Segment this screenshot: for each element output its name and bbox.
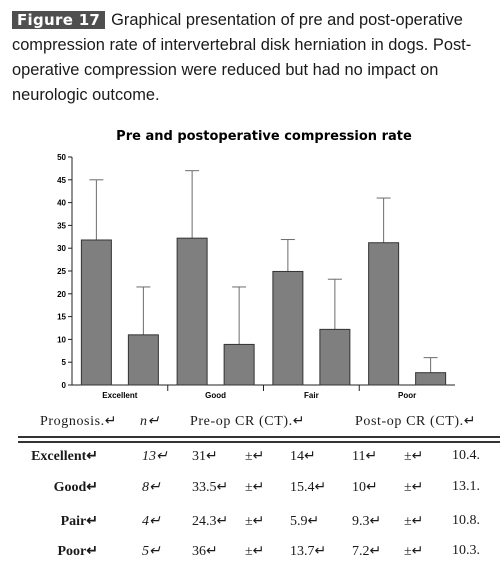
cell-n: 13↵ xyxy=(142,449,168,464)
y-tick-label: 25 xyxy=(57,267,66,276)
bar xyxy=(80,239,112,386)
cell-pm1: ±↵ xyxy=(245,480,265,495)
table-row: Excellent↵ 13↵ 31↵ ±↵ 14↵ 11↵ ±↵ 10.4. xyxy=(0,448,500,472)
cell-pm2: ±↵ xyxy=(404,449,424,464)
cell-pre-mean: 33.5↵ xyxy=(192,480,229,495)
table-row: Good↵ 8↵ 33.5↵ ±↵ 15.4↵ 10↵ ±↵ 13.1. xyxy=(0,479,500,503)
cell-prognosis: Pair↵ xyxy=(60,514,98,529)
cell-post-sd: 10.3. xyxy=(452,543,480,558)
table-row: Poor↵ 5↵ 36↵ ±↵ 13.7↵ 7.2↵ ±↵ 10.3. xyxy=(0,543,500,567)
cell-pre-mean: 24.3↵ xyxy=(192,514,229,529)
bar xyxy=(176,237,208,386)
cell-post-sd: 10.4. xyxy=(452,448,480,463)
y-tick-label: 0 xyxy=(62,381,67,390)
cell-pre-sd: 5.9↵ xyxy=(290,514,320,529)
cell-pm1: ±↵ xyxy=(245,449,265,464)
y-tick-label: 40 xyxy=(57,199,66,208)
cell-pm1: ±↵ xyxy=(245,514,265,529)
cell-post-mean: 9.3↵ xyxy=(352,514,382,529)
cell-n: 8↵ xyxy=(142,480,161,495)
y-tick-label: 15 xyxy=(57,313,66,322)
cell-pre-sd: 13.7↵ xyxy=(290,544,327,559)
y-tick-label: 45 xyxy=(57,176,66,185)
cell-n: 4↵ xyxy=(142,514,161,529)
bar xyxy=(223,343,255,386)
bar xyxy=(368,242,400,386)
cell-n: 5↵ xyxy=(142,544,161,559)
x-category-label: Good xyxy=(205,391,226,400)
x-category-label: Fair xyxy=(304,391,319,400)
cell-pre-mean: 31↵ xyxy=(192,449,218,464)
cell-pre-sd: 14↵ xyxy=(290,449,316,464)
figure-caption: Figure 17 Graphical presentation of pre a… xyxy=(12,8,492,108)
header-n: n↵ xyxy=(140,414,160,429)
cell-pm2: ±↵ xyxy=(404,544,424,559)
chart-title: Pre and postoperative compression rate xyxy=(116,129,412,144)
x-category-label: Poor xyxy=(398,391,416,400)
bar xyxy=(319,328,351,386)
bar xyxy=(127,334,159,386)
x-category-label: Excellent xyxy=(102,391,137,400)
y-tick-label: 10 xyxy=(57,335,66,344)
cell-post-mean: 7.2↵ xyxy=(352,544,382,559)
cell-post-sd: 10.8. xyxy=(452,513,480,528)
plot-area: 0 5 10 15 20 25 30 35 40 45 50 Excellent Good Fair Poo… xyxy=(57,153,455,400)
table-rule-top xyxy=(18,436,500,438)
cell-pm2: ±↵ xyxy=(404,480,424,495)
table-rule-bottom xyxy=(18,441,500,443)
bar-chart: Pre and postoperative compression rate 0… xyxy=(57,129,455,400)
cell-prognosis: Good↵ xyxy=(53,480,98,495)
header-postop: Post-op CR (CT).↵ xyxy=(355,414,477,429)
caption-text: Graphical presentation of pre and post-o… xyxy=(12,11,472,104)
y-tick-label: 20 xyxy=(57,290,66,299)
cell-post-mean: 11↵ xyxy=(352,449,378,464)
cell-pm1: ±↵ xyxy=(245,544,265,559)
table-row: Pair↵ 4↵ 24.3↵ ±↵ 5.9↵ 9.3↵ ±↵ 10.8. xyxy=(0,513,500,537)
cell-post-sd: 13.1. xyxy=(452,479,480,494)
y-tick-label: 50 xyxy=(57,153,66,162)
header-prognosis: Prognosis.↵ xyxy=(40,414,118,429)
cell-prognosis: Poor↵ xyxy=(57,544,99,559)
table-header-row: Prognosis.↵ n↵ Pre-op CR (CT).↵ Post-op … xyxy=(0,410,500,434)
cell-pm2: ±↵ xyxy=(404,514,424,529)
header-preop: Pre-op CR (CT).↵ xyxy=(190,414,306,429)
figure-label: Figure 17 xyxy=(12,11,106,29)
cell-prognosis: Excellent↵ xyxy=(31,449,98,464)
bar xyxy=(272,270,304,386)
y-tick-label: 30 xyxy=(57,244,66,253)
y-tick-label: 35 xyxy=(57,221,66,230)
y-tick-label: 5 xyxy=(62,358,67,367)
cell-pre-sd: 15.4↵ xyxy=(290,480,327,495)
bar xyxy=(415,372,447,386)
cell-pre-mean: 36↵ xyxy=(192,544,218,559)
cell-post-mean: 10↵ xyxy=(352,480,378,495)
